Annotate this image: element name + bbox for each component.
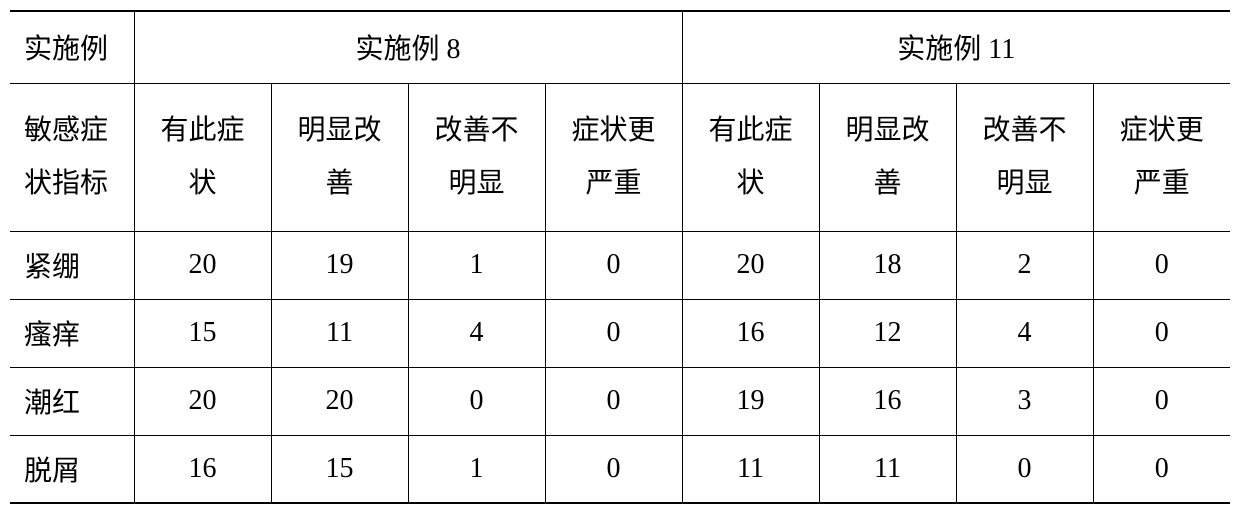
cell: 20 <box>134 231 271 299</box>
cell: 0 <box>1093 231 1230 299</box>
subhead-no-clear-improve-8: 改善不 明显 <box>408 83 545 231</box>
cell: 0 <box>545 231 682 299</box>
cell: 1 <box>408 435 545 503</box>
cell: 16 <box>134 435 271 503</box>
cell: 19 <box>682 367 819 435</box>
subhead-clear-improve-11: 明显改 善 <box>819 83 956 231</box>
header-symptom-indicator-line2: 状指标 <box>24 168 108 199</box>
row-label-tight: 紧绷 <box>10 231 134 299</box>
cell: 0 <box>1093 299 1230 367</box>
cell: 20 <box>682 231 819 299</box>
subhead-clear-improve-8: 明显改 善 <box>271 83 408 231</box>
header-group-example8: 实施例 8 <box>134 11 682 83</box>
cell: 4 <box>956 299 1093 367</box>
header-symptom-indicator-line1: 敏感症 <box>24 115 108 146</box>
cell: 20 <box>271 367 408 435</box>
cell: 0 <box>956 435 1093 503</box>
cell: 3 <box>956 367 1093 435</box>
cell: 20 <box>134 367 271 435</box>
cell: 0 <box>408 367 545 435</box>
cell: 0 <box>1093 435 1230 503</box>
cell: 0 <box>545 367 682 435</box>
cell: 0 <box>545 299 682 367</box>
header-row-1: 实施例 实施例 8 实施例 11 <box>10 11 1230 83</box>
subhead-no-clear-improve-11: 改善不 明显 <box>956 83 1093 231</box>
cell: 19 <box>271 231 408 299</box>
cell: 12 <box>819 299 956 367</box>
symptom-comparison-table: 实施例 实施例 8 实施例 11 敏感症 状指标 有此症 状 明显改 善 改善不… <box>10 10 1230 504</box>
cell: 15 <box>134 299 271 367</box>
cell: 16 <box>682 299 819 367</box>
subhead-has-symptom-11: 有此症 状 <box>682 83 819 231</box>
header-row-2: 敏感症 状指标 有此症 状 明显改 善 改善不 明显 症状更 严重 有此症 状 … <box>10 83 1230 231</box>
header-symptom-indicator-label: 敏感症 状指标 <box>10 83 134 231</box>
cell: 16 <box>819 367 956 435</box>
header-example-label: 实施例 <box>10 11 134 83</box>
row-label-desquamate: 脱屑 <box>10 435 134 503</box>
subhead-has-symptom-8: 有此症 状 <box>134 83 271 231</box>
table-row: 瘙痒 15 11 4 0 16 12 4 0 <box>10 299 1230 367</box>
subhead-worse-8: 症状更 严重 <box>545 83 682 231</box>
subhead-worse-11: 症状更 严重 <box>1093 83 1230 231</box>
cell: 4 <box>408 299 545 367</box>
cell: 0 <box>1093 367 1230 435</box>
cell: 11 <box>271 299 408 367</box>
table-row: 潮红 20 20 0 0 19 16 3 0 <box>10 367 1230 435</box>
cell: 2 <box>956 231 1093 299</box>
row-label-flush: 潮红 <box>10 367 134 435</box>
cell: 11 <box>682 435 819 503</box>
table-row: 脱屑 16 15 1 0 11 11 0 0 <box>10 435 1230 503</box>
cell: 18 <box>819 231 956 299</box>
cell: 1 <box>408 231 545 299</box>
cell: 11 <box>819 435 956 503</box>
cell: 15 <box>271 435 408 503</box>
header-group-example11: 实施例 11 <box>682 11 1230 83</box>
row-label-itch: 瘙痒 <box>10 299 134 367</box>
table-row: 紧绷 20 19 1 0 20 18 2 0 <box>10 231 1230 299</box>
cell: 0 <box>545 435 682 503</box>
